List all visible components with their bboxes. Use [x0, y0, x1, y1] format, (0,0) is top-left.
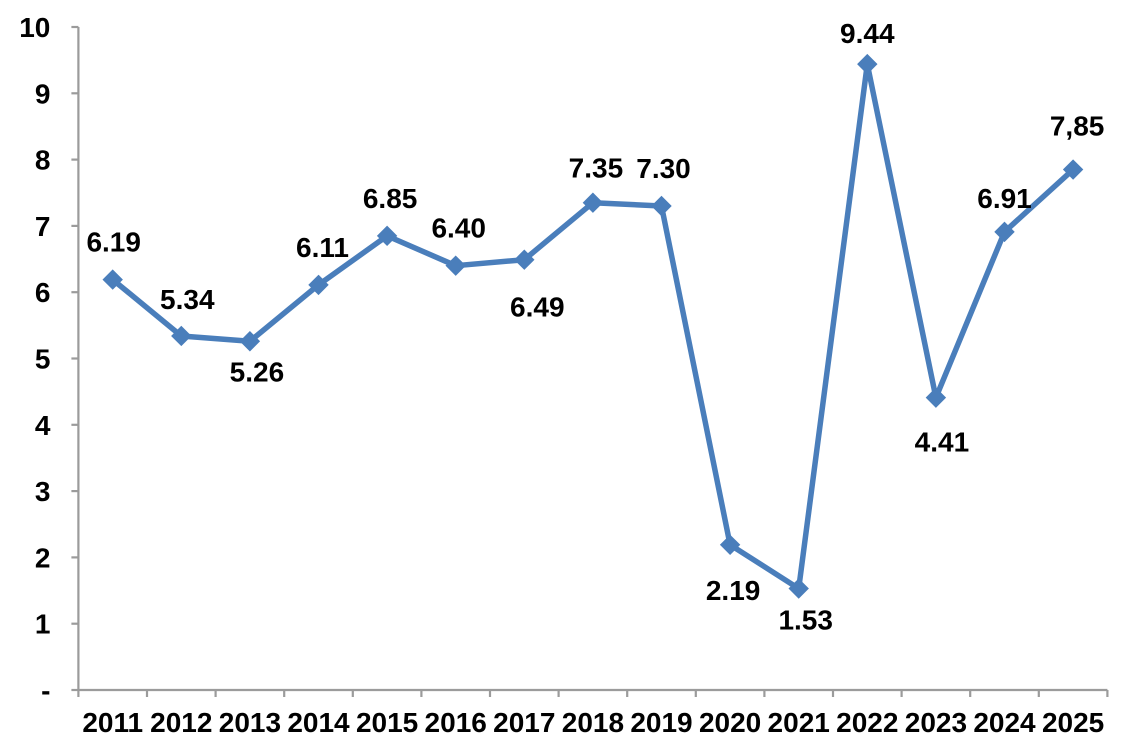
data-point-marker — [171, 325, 192, 347]
data-point-label: 6.91 — [977, 183, 1032, 214]
series-line — [109, 61, 1076, 592]
y-axis-tick-label: 10 — [19, 12, 50, 43]
x-axis-tick-label: 2019 — [630, 707, 692, 738]
data-point-marker — [308, 274, 329, 296]
data-point-marker — [925, 387, 947, 408]
data-point-marker — [239, 331, 261, 352]
y-axis-tick-label: 6 — [35, 277, 51, 308]
data-point-marker — [788, 578, 809, 599]
x-axis-tick-label: 2015 — [356, 707, 418, 738]
data-point-label: 5.34 — [160, 284, 215, 315]
x-axis-tick-label: 2013 — [219, 707, 281, 738]
x-axis-tick-label: 2022 — [836, 707, 898, 738]
x-axis-tick-label: 2025 — [1042, 707, 1104, 738]
y-axis-tick-label: 8 — [35, 145, 51, 176]
data-point-marker — [376, 225, 398, 247]
data-point-label: 6.85 — [363, 183, 418, 214]
y-axis-tick-label: 2 — [35, 542, 51, 573]
data-point-marker — [514, 249, 535, 270]
y-axis-tick-label: - — [41, 675, 50, 706]
data-point-marker — [651, 195, 672, 217]
y-axis-tick-label: 5 — [35, 344, 51, 375]
x-axis-tick-label: 2011 — [82, 707, 143, 738]
x-axis-tick-label: 2023 — [905, 707, 967, 738]
y-axis-tick-label: 9 — [35, 78, 51, 109]
data-point-marker — [1062, 159, 1084, 180]
data-point-marker — [102, 269, 123, 290]
data-point-label: 1.53 — [778, 605, 833, 636]
data-point-marker — [445, 255, 466, 276]
data-point-label: 6.19 — [86, 227, 141, 258]
data-point-label: 5.26 — [230, 356, 285, 387]
x-axis-tick-label: 2020 — [699, 707, 761, 738]
data-point-label: 6.40 — [431, 213, 486, 244]
y-axis-tick-label: 7 — [35, 211, 51, 242]
data-point-label: 6.49 — [510, 292, 565, 323]
data-point-label: 9.44 — [840, 18, 895, 49]
x-axis-tick-label: 2021 — [768, 707, 830, 738]
x-axis-tick-label: 2012 — [150, 707, 212, 738]
data-point-label: 6.11 — [296, 232, 349, 263]
data-point-marker — [582, 192, 604, 213]
y-axis-tick-label: 3 — [35, 476, 51, 507]
data-point-label: 2.19 — [706, 575, 761, 606]
data-point-marker — [857, 53, 878, 75]
data-point-label: 7.30 — [636, 153, 691, 184]
data-point-label: 7.35 — [569, 153, 624, 184]
x-axis-tick-label: 2016 — [425, 707, 487, 738]
data-point-marker — [994, 221, 1015, 243]
data-point-marker — [719, 534, 741, 556]
x-axis-tick-label: 2018 — [562, 707, 624, 738]
data-point-label: 7,85 — [1050, 111, 1105, 142]
x-axis-tick-label: 2014 — [287, 707, 350, 738]
y-axis-tick-label: 4 — [35, 410, 51, 441]
x-axis-tick-label: 2017 — [493, 707, 555, 738]
data-point-label: 4.41 — [915, 427, 970, 458]
x-axis-tick-label: 2024 — [973, 707, 1036, 738]
y-axis-tick-label: 1 — [35, 609, 51, 640]
